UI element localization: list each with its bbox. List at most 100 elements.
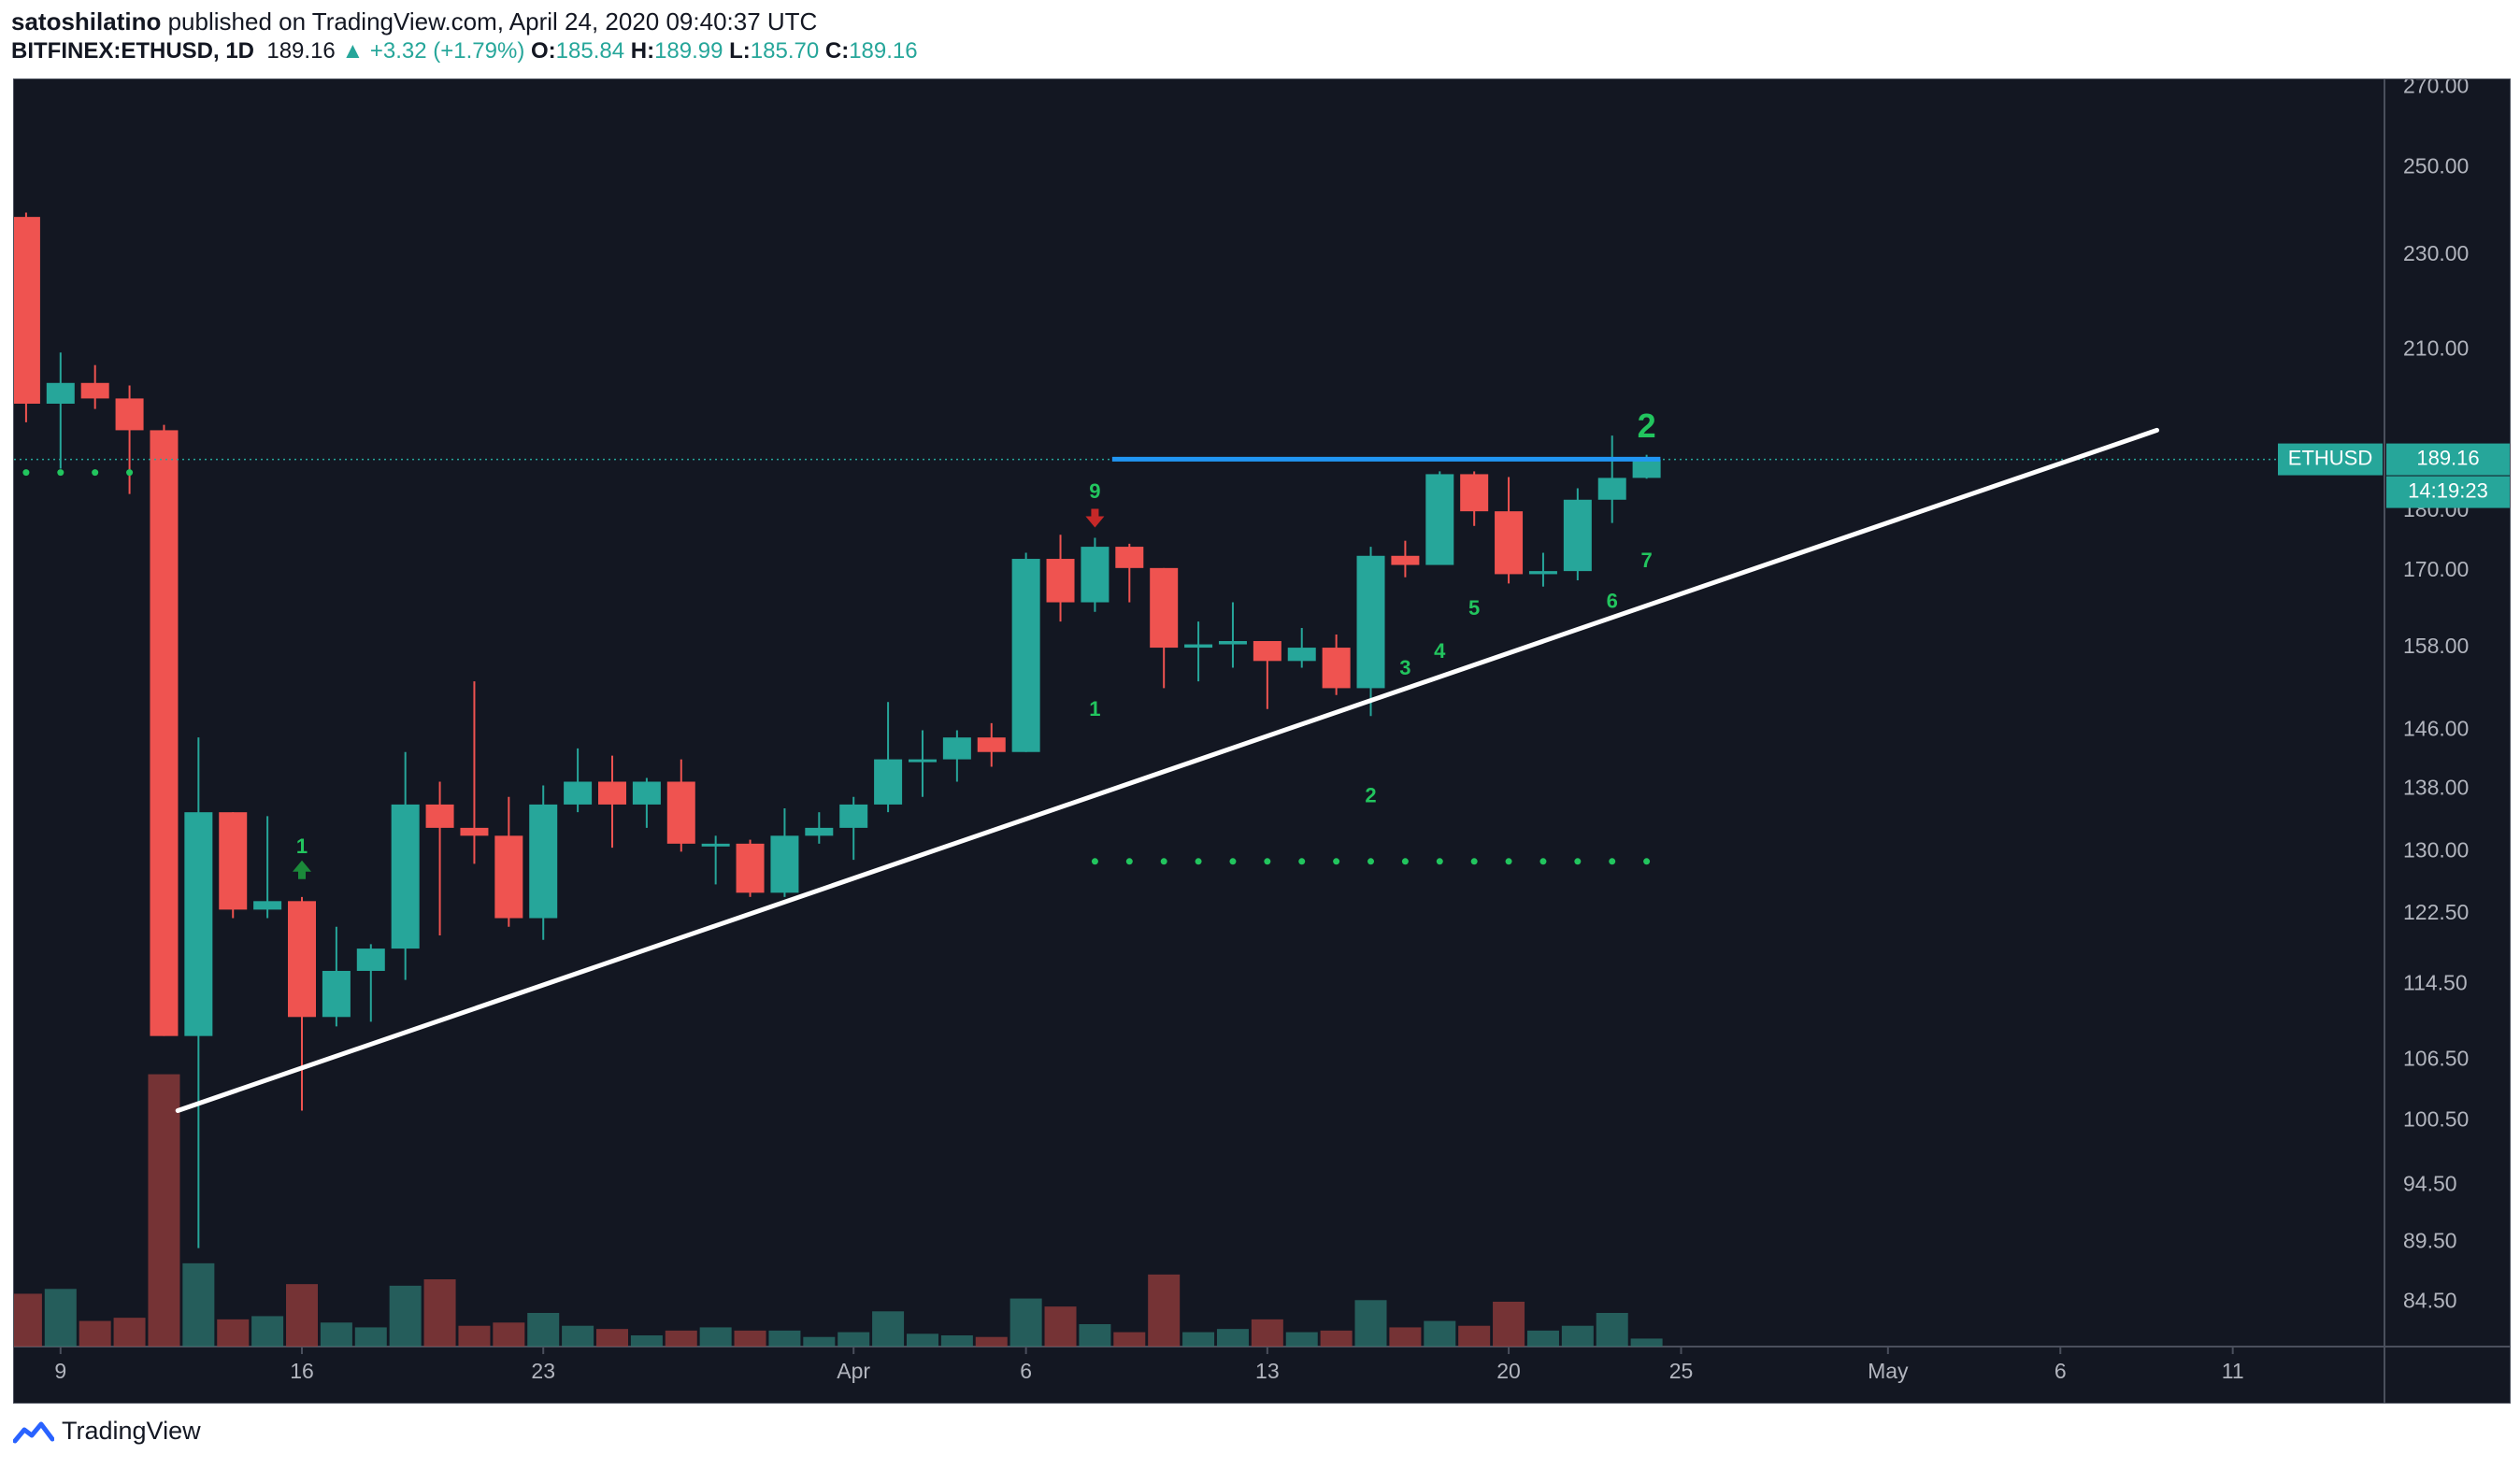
support-dot bbox=[1125, 858, 1133, 865]
volume-bar bbox=[803, 1336, 836, 1347]
volume-bar bbox=[44, 1289, 77, 1347]
support-dot bbox=[1539, 858, 1547, 865]
volume-bar bbox=[1148, 1274, 1181, 1347]
price-tag bbox=[2386, 443, 2510, 476]
tradingview-logo-icon[interactable] bbox=[13, 1419, 54, 1445]
candle-body bbox=[184, 812, 213, 1036]
volume-bar bbox=[1354, 1300, 1387, 1347]
countdown-tag bbox=[2386, 476, 2510, 508]
buy-arrow-icon bbox=[293, 860, 312, 879]
candle-body bbox=[1356, 555, 1385, 689]
candle-body bbox=[1597, 478, 1626, 500]
volume-bar bbox=[1044, 1306, 1077, 1347]
candle-body bbox=[1184, 644, 1213, 649]
time-tick-label: 23 bbox=[531, 1359, 555, 1383]
price-change: ▲ +3.32 (+1.79%) bbox=[341, 38, 525, 64]
candle-body bbox=[1632, 459, 1661, 478]
volume-bar bbox=[286, 1284, 319, 1347]
volume-bar bbox=[354, 1327, 387, 1347]
candle-body bbox=[288, 901, 317, 1018]
symbol-tag bbox=[2278, 443, 2383, 476]
volume-bar bbox=[148, 1074, 180, 1347]
legend-line: BITFINEX:ETHUSD, 1D 189.16 ▲ +3.32 (+1.7… bbox=[11, 38, 918, 64]
candle-body bbox=[460, 827, 489, 836]
support-dot bbox=[57, 469, 64, 477]
support-dot bbox=[1091, 858, 1098, 865]
volume-bar bbox=[734, 1330, 766, 1347]
price-tick-label: 114.50 bbox=[2403, 971, 2468, 995]
volume-bar bbox=[217, 1319, 250, 1347]
candle-body bbox=[977, 737, 1006, 752]
volume-bar bbox=[423, 1279, 456, 1347]
price-tick-label: 146.00 bbox=[2403, 717, 2469, 741]
author-name[interactable]: satoshilatino bbox=[11, 7, 162, 36]
price-tick-label: 270.00 bbox=[2403, 79, 2469, 97]
candle-body bbox=[1563, 499, 1592, 572]
open-label: O: bbox=[530, 38, 556, 64]
symbol-label[interactable]: BITFINEX:ETHUSD, 1D bbox=[11, 38, 255, 64]
volume-bar bbox=[872, 1311, 905, 1347]
volume-bar bbox=[9, 1293, 42, 1347]
volume-bar bbox=[251, 1316, 284, 1347]
candle-body bbox=[1495, 511, 1524, 575]
support-dot bbox=[1298, 858, 1306, 865]
candle-body bbox=[1253, 641, 1281, 662]
candle-body bbox=[1218, 641, 1247, 645]
candle-body bbox=[564, 781, 593, 805]
candle-body bbox=[1460, 474, 1489, 512]
volume-bar bbox=[906, 1334, 938, 1347]
close-value: 189.16 bbox=[849, 38, 918, 64]
volume-bar bbox=[595, 1329, 628, 1347]
support-dot bbox=[1333, 858, 1340, 865]
volume-bar bbox=[1320, 1330, 1353, 1347]
sequential-count-label: 3 bbox=[1399, 656, 1410, 679]
low-value: 185.70 bbox=[750, 38, 820, 64]
sell-arrow-icon bbox=[1085, 508, 1105, 528]
sequential-count-label: 2 bbox=[1365, 784, 1376, 807]
time-tick-label: 9 bbox=[54, 1359, 66, 1383]
candle-body bbox=[150, 430, 179, 1036]
sequential-count-label: 2 bbox=[1638, 406, 1656, 445]
sequential-count-label: 1 bbox=[1089, 697, 1100, 720]
support-dot bbox=[1643, 858, 1651, 865]
volume-bar bbox=[389, 1285, 422, 1347]
volume-bar bbox=[113, 1318, 146, 1347]
price-axis[interactable]: 270.00250.00230.00210.00180.00170.00158.… bbox=[2403, 73, 2469, 1313]
symbol-tag-label: ETHUSD bbox=[2288, 446, 2372, 469]
price-tags: ETHUSD 189.16 14:19:23 bbox=[2278, 443, 2510, 508]
price-tick-label: 230.00 bbox=[2403, 241, 2469, 265]
candle-body bbox=[1081, 547, 1110, 603]
candles bbox=[11, 212, 1661, 1248]
countdown-tag-value: 14:19:23 bbox=[2408, 478, 2488, 502]
time-tick-label: 16 bbox=[290, 1359, 314, 1383]
time-tick-label: 6 bbox=[1020, 1359, 1032, 1383]
support-dot bbox=[1264, 858, 1271, 865]
support-dot bbox=[1574, 858, 1582, 865]
candle-body bbox=[839, 804, 868, 828]
support-dot bbox=[1367, 858, 1375, 865]
time-tick-label: 25 bbox=[1669, 1359, 1694, 1383]
candle-body bbox=[115, 398, 144, 431]
sequential-count-label: 5 bbox=[1468, 596, 1480, 620]
volume-bar bbox=[1630, 1338, 1663, 1347]
candle-body bbox=[770, 835, 799, 893]
time-axis[interactable]: 9 16 23 Apr 6 13 20 25 May 6 11 bbox=[54, 1347, 2244, 1383]
tradingview-brand[interactable]: TradingView bbox=[62, 1417, 201, 1445]
price-tag-value: 189.16 bbox=[2416, 446, 2479, 469]
sequential-count-label: 7 bbox=[1640, 549, 1652, 572]
price-tick-label: 170.00 bbox=[2403, 557, 2469, 581]
support-dot bbox=[92, 469, 99, 477]
support-dot bbox=[1470, 858, 1478, 865]
candle-body bbox=[666, 781, 695, 844]
candle-body bbox=[942, 737, 971, 760]
price-tick-label: 84.50 bbox=[2403, 1289, 2457, 1313]
time-tick-label: Apr bbox=[837, 1359, 870, 1383]
support-dot bbox=[1436, 858, 1443, 865]
candle-body bbox=[701, 843, 730, 847]
candle-body bbox=[1425, 474, 1454, 565]
candle-body bbox=[1391, 555, 1420, 565]
volume-bar bbox=[1251, 1319, 1283, 1347]
support-dot bbox=[126, 469, 134, 477]
